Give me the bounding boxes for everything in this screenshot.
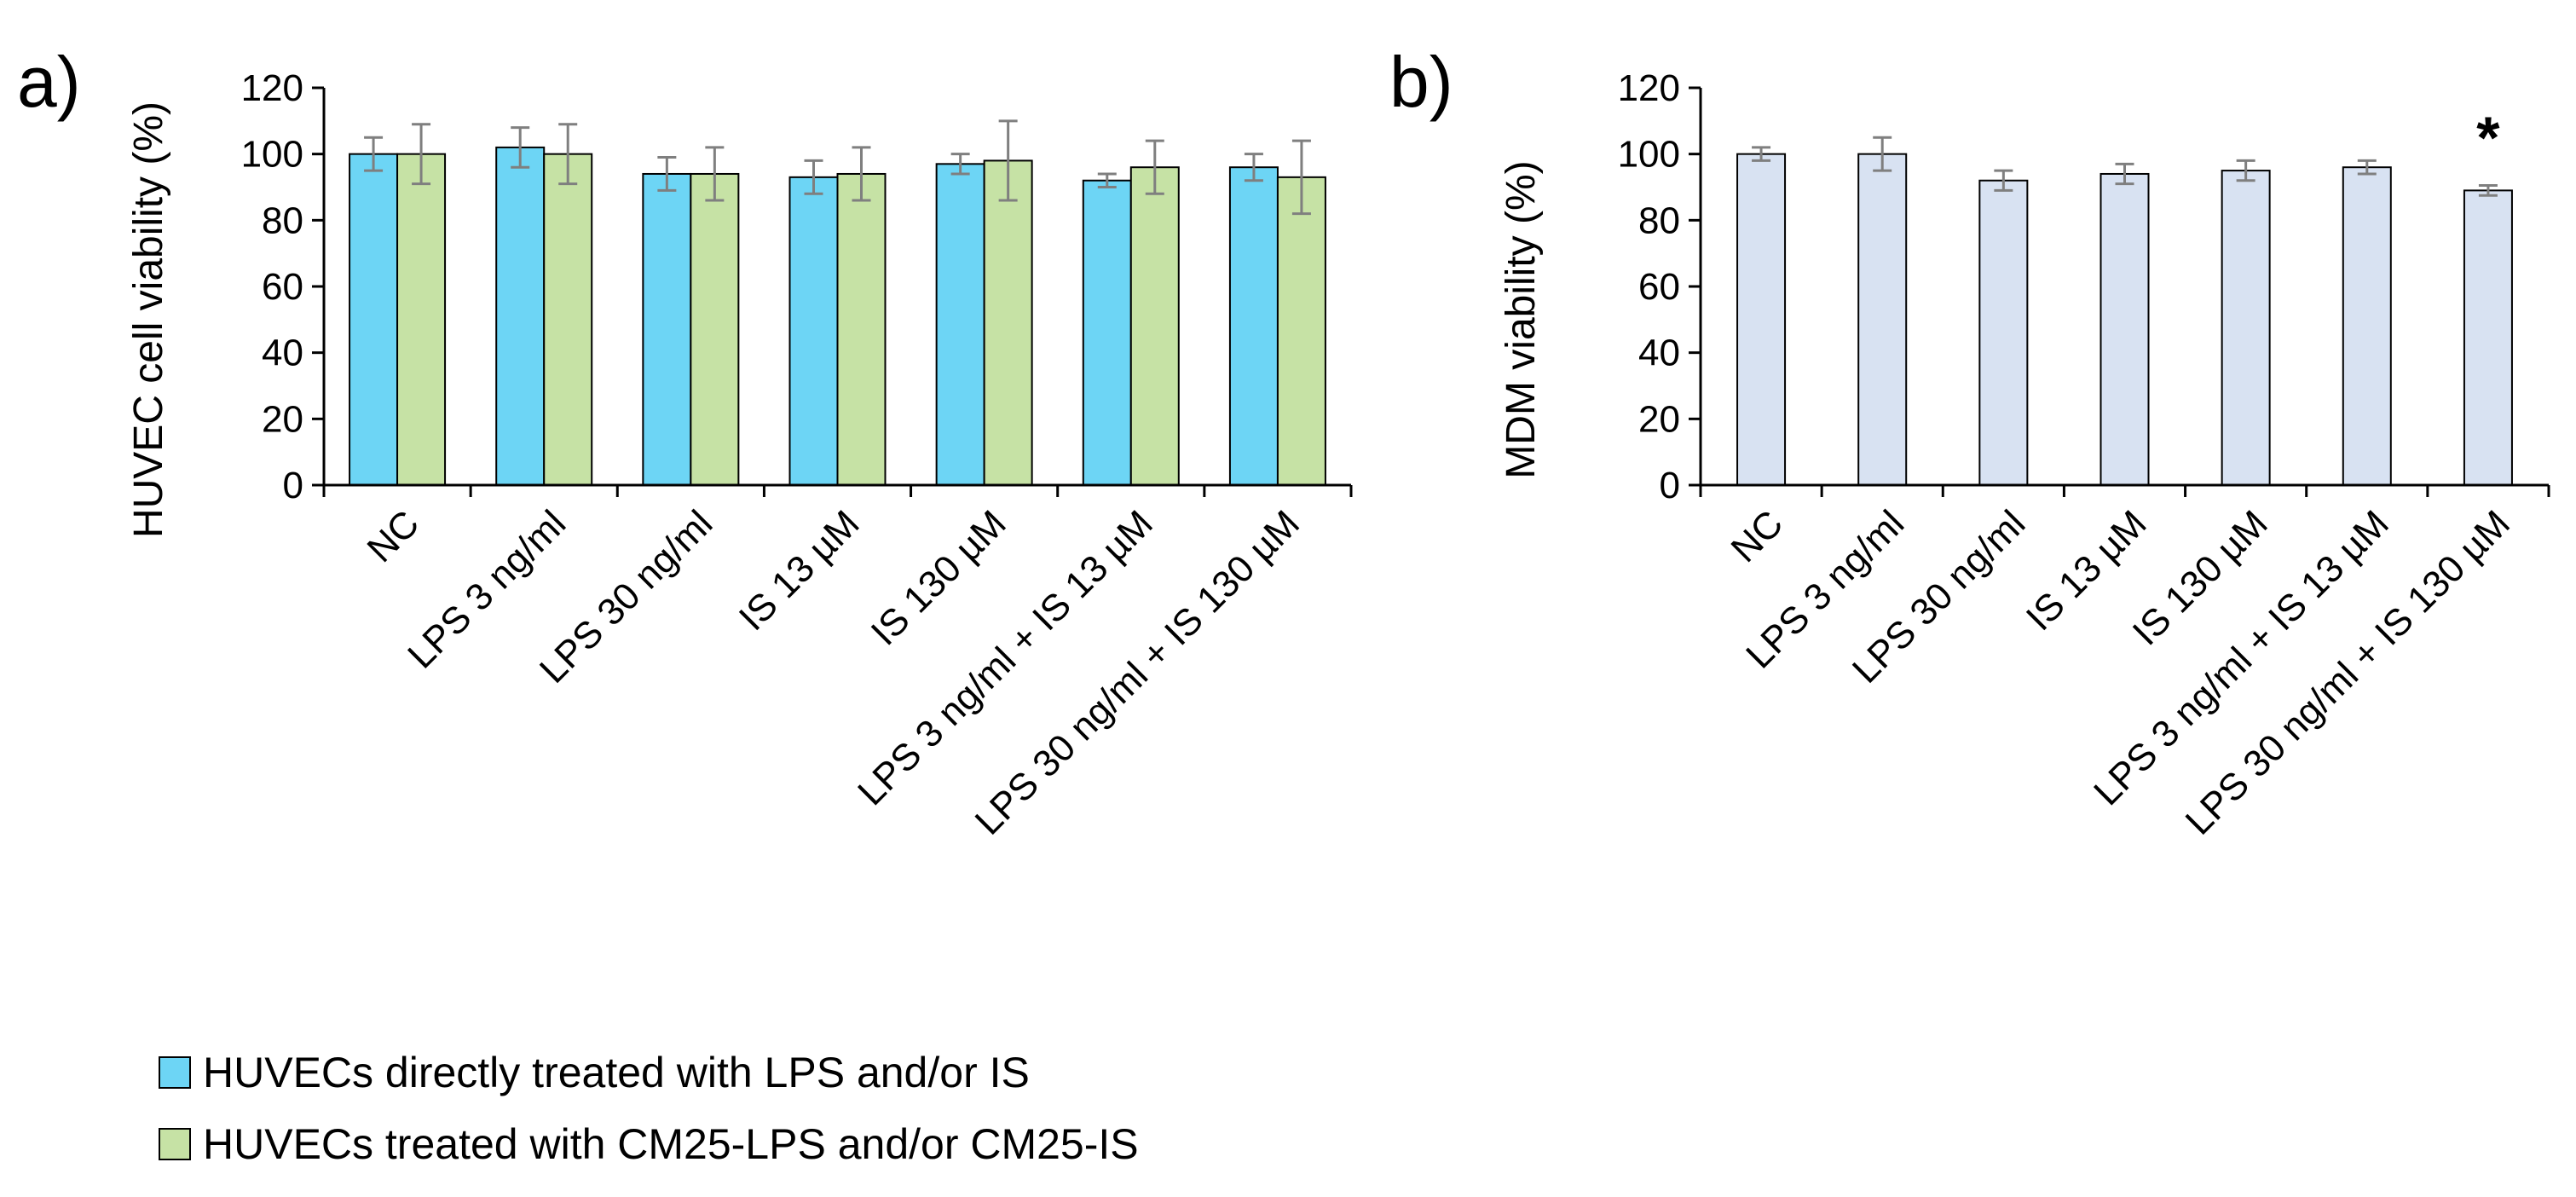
panel-a-y-tick-label: 20 bbox=[262, 398, 303, 440]
panel-a-bar-s2-3 bbox=[836, 172, 887, 486]
legend-label-series-2: HUVECs treated with CM25-LPS and/or CM25… bbox=[203, 1120, 1139, 1168]
panel-b-bar-s1-1 bbox=[1857, 153, 1908, 487]
panel-b-y-tick-label: 80 bbox=[1638, 200, 1680, 241]
panel-b-category-label: NC bbox=[1724, 502, 1792, 570]
panel-a-bar-s2-1 bbox=[543, 153, 593, 487]
panel-b-bar-s1-4 bbox=[2221, 170, 2271, 486]
panel-b-bar-s1-2 bbox=[1978, 179, 2029, 486]
panel-b-bar-s1-5 bbox=[2342, 166, 2392, 486]
panel-b-bar-s1-3 bbox=[2099, 172, 2150, 486]
panel-a-y-tick-label: 100 bbox=[241, 134, 303, 176]
panel-a-y-tick-label: 120 bbox=[241, 67, 303, 109]
panel-a-bar-s2-5 bbox=[1129, 166, 1180, 486]
panel-b-y-tick-label: 100 bbox=[1618, 134, 1680, 176]
panel-a-bar-s1-3 bbox=[788, 176, 839, 486]
panel-b-bar-s1-0 bbox=[1736, 153, 1787, 487]
panel-b-y-axis-label: MDM viability (%) bbox=[1499, 160, 1544, 478]
panel-a-y-tick-label: 40 bbox=[262, 332, 303, 374]
panel-a-bar-s1-5 bbox=[1082, 179, 1132, 486]
panel-a-y-tick-label: 80 bbox=[262, 200, 303, 241]
panel-a-bar-s1-1 bbox=[495, 146, 546, 486]
panel-a-category-label: LPS 3 ng/ml + IS 13 µM bbox=[850, 502, 1161, 813]
panel-a-bar-s1-4 bbox=[935, 163, 985, 486]
legend: HUVECs directly treated with LPS and/or … bbox=[159, 1049, 1139, 1168]
panel-a-bar-s1-2 bbox=[642, 172, 692, 486]
panel-a-category-label: IS 13 µM bbox=[731, 502, 868, 639]
panel-b-label: b) bbox=[1389, 42, 1453, 122]
panel-a-y-tick-label: 60 bbox=[262, 266, 303, 308]
legend-swatch-series-1 bbox=[159, 1056, 191, 1089]
panel-b-bar-s1-6 bbox=[2463, 189, 2513, 486]
panel-b-y-tick-label: 60 bbox=[1638, 266, 1680, 308]
panel-a-bar-s2-2 bbox=[690, 172, 740, 486]
panel-a-bar-s1-0 bbox=[349, 153, 399, 487]
panel-a-label: a) bbox=[17, 42, 81, 122]
panel-a-category-label: IS 130 µM bbox=[863, 502, 1014, 653]
panel-a-bar-s2-6 bbox=[1276, 176, 1326, 486]
legend-label-series-1: HUVECs directly treated with LPS and/or … bbox=[203, 1049, 1030, 1096]
panel-a-y-tick-label: 0 bbox=[283, 465, 303, 506]
panel-a-y-axis-label: HUVEC cell viability (%) bbox=[126, 101, 171, 538]
legend-swatch-series-2 bbox=[159, 1128, 191, 1160]
panel-a-bar-s2-0 bbox=[396, 153, 447, 487]
panel-b-y-tick-label: 120 bbox=[1618, 67, 1680, 109]
panel-a-category-label: NC bbox=[360, 502, 428, 570]
panel-b-y-tick-label: 20 bbox=[1638, 398, 1680, 440]
panel-a-bar-s1-6 bbox=[1228, 166, 1279, 486]
panel-a-bar-s2-4 bbox=[983, 159, 1033, 487]
panel-b-y-tick-label: 40 bbox=[1638, 332, 1680, 374]
panel-b-y-tick-label: 0 bbox=[1660, 465, 1680, 506]
panel-b-significance-marker: * bbox=[2476, 105, 2500, 171]
